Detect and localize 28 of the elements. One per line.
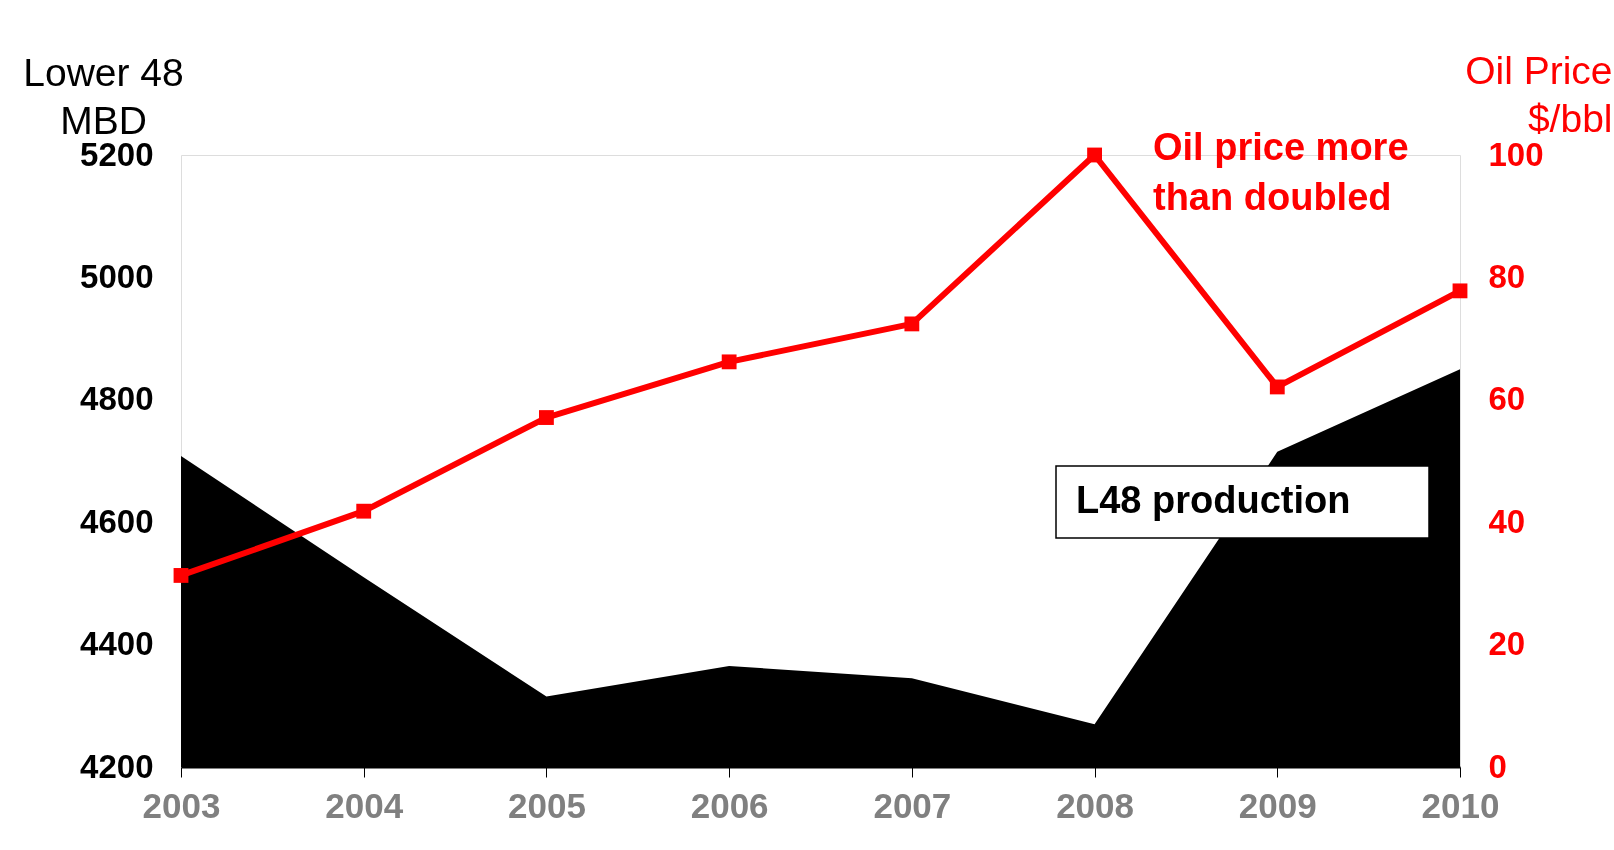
point bbox=[356, 503, 372, 519]
y-tick-label: 4200 bbox=[80, 747, 154, 785]
x-tick-label: 2003 bbox=[142, 785, 221, 825]
point bbox=[539, 410, 554, 425]
y2-tick-label: 20 bbox=[1488, 625, 1526, 663]
y2-tick-label: 60 bbox=[1488, 380, 1526, 418]
y-tick-label: 5000 bbox=[80, 257, 154, 295]
point bbox=[904, 316, 920, 332]
x-tick-label: 2007 bbox=[873, 785, 952, 825]
x-tick-label: 2010 bbox=[1421, 785, 1500, 825]
x-tick-label: 2006 bbox=[690, 785, 769, 825]
x-tick-label: 2008 bbox=[1056, 785, 1135, 825]
annotation: Oil price more than doubled bbox=[1153, 126, 1409, 218]
y2-tick-label: 80 bbox=[1488, 257, 1526, 295]
point bbox=[173, 568, 189, 583]
x-tick-label: 2004 bbox=[325, 785, 404, 825]
series-label: L48 production bbox=[1076, 479, 1351, 521]
point bbox=[721, 354, 737, 370]
x-tick-label: 2009 bbox=[1238, 785, 1317, 825]
y-tick-label: 4800 bbox=[80, 380, 154, 418]
point bbox=[1087, 147, 1102, 163]
point bbox=[1269, 379, 1285, 395]
point bbox=[1452, 283, 1468, 299]
x-tick-label: 2005 bbox=[507, 785, 586, 825]
y-tick-label: 4600 bbox=[80, 502, 154, 540]
y2-tick-label: 40 bbox=[1488, 502, 1526, 540]
y-tick-label: 4400 bbox=[80, 625, 154, 663]
y2-tick-label: 0 bbox=[1488, 747, 1507, 785]
